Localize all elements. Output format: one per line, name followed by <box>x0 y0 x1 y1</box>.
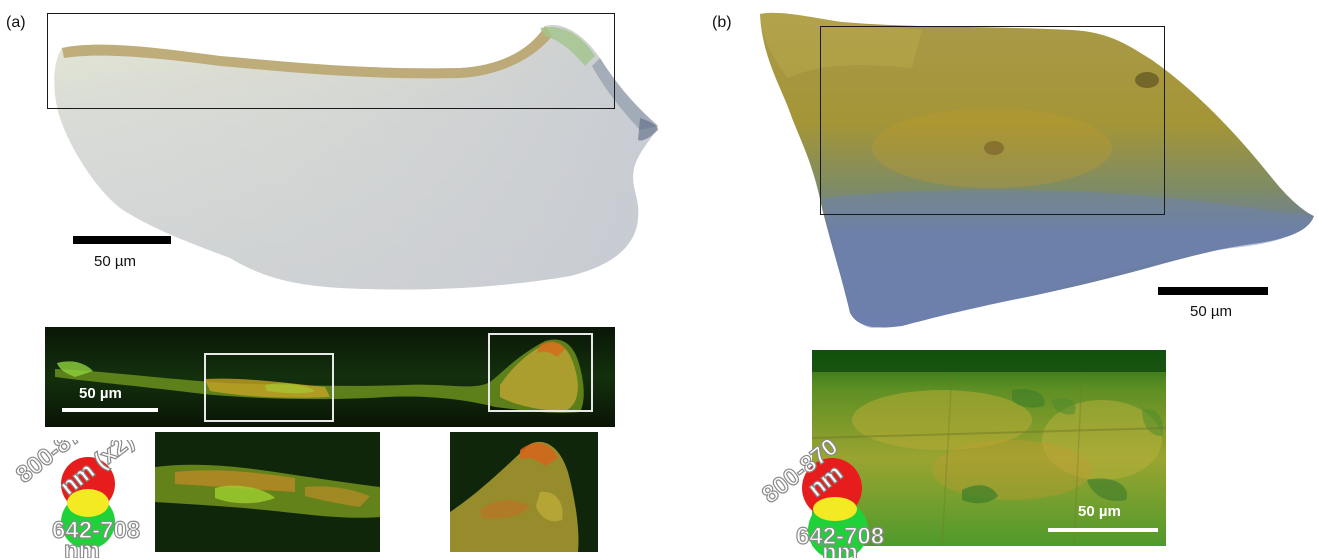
scale-bar <box>73 236 171 244</box>
fluo-scale-bar-b <box>1048 528 1158 532</box>
zoom-panel-left <box>155 432 380 552</box>
strip-scale-bar-label: 50 µm <box>79 385 122 402</box>
scale-bar-label-b: 50 µm <box>1190 303 1232 320</box>
channel-legend-a: 800-870 nm (x2) 642-708 nm <box>10 440 140 558</box>
zoom-panel-right <box>450 432 598 552</box>
zoom-box-left <box>204 353 334 422</box>
legend-b-bottom-line2: nm <box>822 539 858 558</box>
sample-b-micrograph <box>760 12 1314 328</box>
panel-b-label: (b) <box>712 14 732 31</box>
legend-bottom-line2: nm <box>64 537 100 558</box>
strip-scale-bar <box>62 408 158 412</box>
region-of-interest-box <box>47 13 615 109</box>
channel-legend-b: 800-870 nm 642-708 nm <box>756 440 885 558</box>
zoom-box-right <box>488 333 593 412</box>
legend-b-bottom-line1: 642-708 <box>796 523 884 550</box>
fluorescence-panel-b <box>812 350 1166 546</box>
fluo-scale-bar-label-b: 50 µm <box>1078 503 1121 520</box>
region-of-interest-box-b <box>820 26 1165 215</box>
scale-bar-b <box>1158 287 1268 295</box>
sample-a-micrograph <box>54 25 658 290</box>
scale-bar-label: 50 µm <box>94 253 136 270</box>
legend-bottom-line1: 642-708 <box>52 517 140 544</box>
panel-a-label: (a) <box>6 14 26 31</box>
